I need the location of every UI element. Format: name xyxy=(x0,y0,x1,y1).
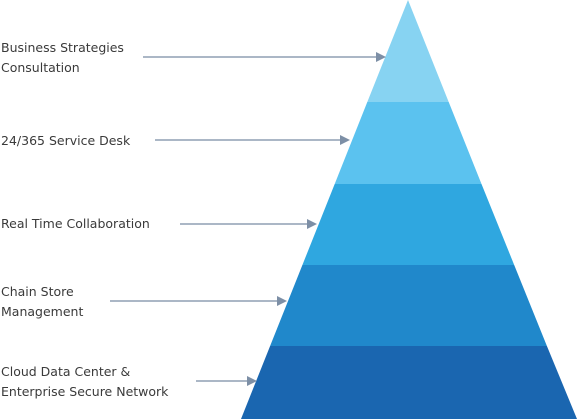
level-label: Consultation xyxy=(1,60,80,75)
connector xyxy=(110,52,386,386)
pyramid-level xyxy=(334,102,482,184)
pyramid-level xyxy=(367,0,449,102)
pyramid-level xyxy=(241,346,577,419)
level-label: Chain Store xyxy=(1,284,74,299)
level-label: Business Strategies xyxy=(1,40,124,55)
level-label: Enterprise Secure Network xyxy=(1,384,169,399)
pyramid-level xyxy=(302,184,515,265)
level-label: Real Time Collaboration xyxy=(1,216,150,231)
level-label: 24/365 Service Desk xyxy=(1,133,131,148)
level-label: Cloud Data Center & xyxy=(1,364,131,379)
pyramid-level xyxy=(270,265,547,346)
level-label: Management xyxy=(1,304,83,319)
